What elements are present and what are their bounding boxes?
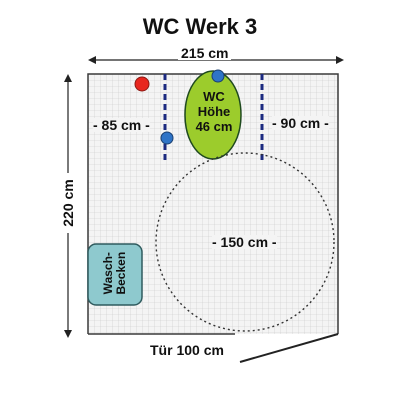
width-label: 215 cm <box>178 46 232 60</box>
height-label: 220 cm <box>60 173 76 233</box>
red-emergency-button <box>134 76 150 92</box>
blue-flush-button-top <box>211 69 225 83</box>
toilet-label-line1: WC <box>203 89 225 104</box>
sink-label-line2: Becken <box>114 251 128 295</box>
sink-label: Wasch- Becken <box>101 242 128 304</box>
right-gap-label: - 90 cm - <box>272 115 329 131</box>
toilet-label-line3: 46 cm <box>195 118 233 134</box>
turning-circle <box>155 152 335 332</box>
toilet-label: WC Höhe 46 cm <box>186 89 242 135</box>
page-title: WC Werk 3 <box>142 14 258 39</box>
blue-flush-button-left <box>160 131 174 145</box>
left-gap-label: - 85 cm - <box>93 117 150 133</box>
sink-shape <box>87 243 143 306</box>
width-dimension-arrow <box>88 56 344 64</box>
door-leaf <box>239 333 339 363</box>
door-label: Tür 100 cm <box>150 342 224 358</box>
turning-circle-label: - 150 cm - <box>212 234 277 250</box>
toilet-label-line2: Höhe <box>197 103 231 119</box>
